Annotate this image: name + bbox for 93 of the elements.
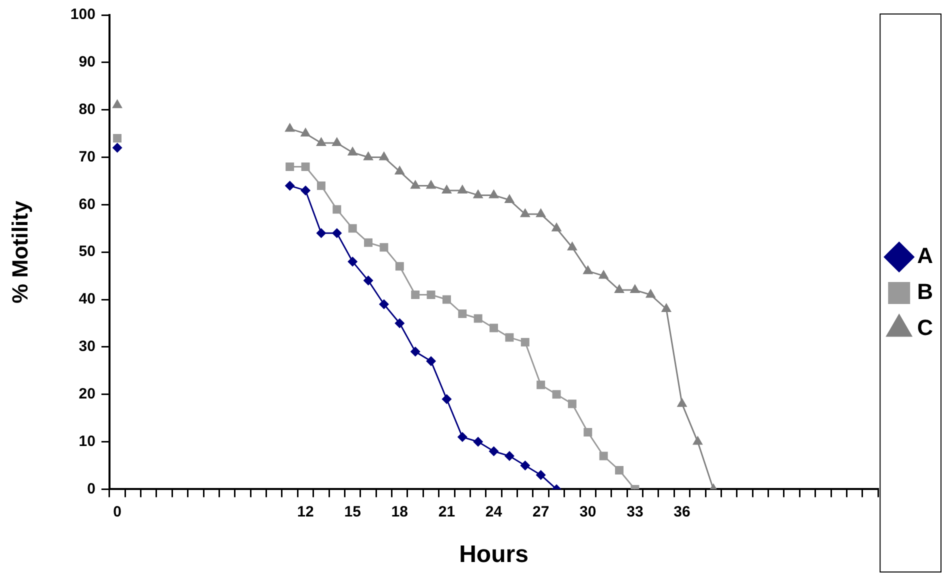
point [301,162,310,171]
point [599,452,608,460]
point [473,436,484,447]
legend-label: B [917,279,934,304]
point [316,181,326,190]
x-tick-label: 0 [113,503,122,520]
x-tick-label: 18 [391,503,408,520]
point [536,470,546,480]
x-tick-label: 12 [297,503,314,520]
y-tick-label: 60 [78,196,96,213]
x-tick-label: 36 [674,503,690,520]
y-tick-label: 30 [78,338,96,356]
point [364,238,373,247]
point [458,310,467,318]
point [504,194,515,203]
point [474,314,482,323]
y-tick-label: 0 [87,480,96,498]
point [395,262,404,271]
point [615,466,624,474]
point [347,146,358,156]
point [411,290,420,300]
point [284,180,295,191]
y-axis-title: % Motility [7,200,32,304]
point [490,324,498,332]
point [378,151,390,160]
x-tick-label: 33 [626,503,644,520]
point [630,284,640,294]
point [380,243,388,252]
point [551,222,562,232]
point [284,122,296,132]
x-tick-label: 27 [532,503,550,520]
point [332,205,342,214]
point [442,295,451,304]
legend-label: A [917,243,934,268]
point [598,270,609,279]
point [567,241,578,250]
point [316,228,326,238]
point [645,288,656,298]
x-tick-label: 24 [485,503,503,520]
point [300,128,311,137]
point [316,137,326,146]
y-tick-label: 90 [78,54,96,71]
point [363,276,374,286]
x-tick-label: 30 [580,503,596,520]
point [536,208,546,218]
y-tick-label: 50 [78,243,96,260]
point [582,265,594,274]
point [348,224,357,233]
x-axis-title: Hours [459,541,528,568]
point [410,180,421,189]
point [286,162,294,171]
y-tick-label: 20 [78,386,96,402]
y-tick-label: 40 [78,290,96,308]
point [332,137,342,146]
point [112,142,122,153]
point [614,284,624,294]
x-tick-label: 15 [344,503,361,520]
y-tick-label: 10 [78,432,96,450]
point [394,318,405,328]
point [394,165,405,174]
point [520,460,530,470]
y-tick-label: 70 [78,148,96,166]
point [488,446,499,456]
y-tick-label: 100 [70,6,96,24]
y-tick-label: 80 [78,100,96,118]
point [300,185,311,196]
x-tick-label: 21 [438,503,456,520]
point [378,299,389,310]
point [442,184,452,194]
point [113,134,122,143]
point [348,256,358,267]
point [584,428,592,437]
point [112,99,122,108]
point [520,338,530,346]
point [426,180,436,189]
point [363,151,374,160]
point [552,390,561,399]
point [488,189,499,198]
point [472,189,484,198]
point [520,208,530,218]
point [568,400,576,408]
point [426,356,436,366]
point [426,290,436,300]
point [661,303,672,312]
point [504,451,514,462]
legend-label: C [917,315,934,340]
point [457,184,468,194]
point [442,394,452,404]
point [505,333,514,342]
point [536,380,546,390]
point [410,346,420,357]
point [457,432,468,442]
point [332,228,342,238]
